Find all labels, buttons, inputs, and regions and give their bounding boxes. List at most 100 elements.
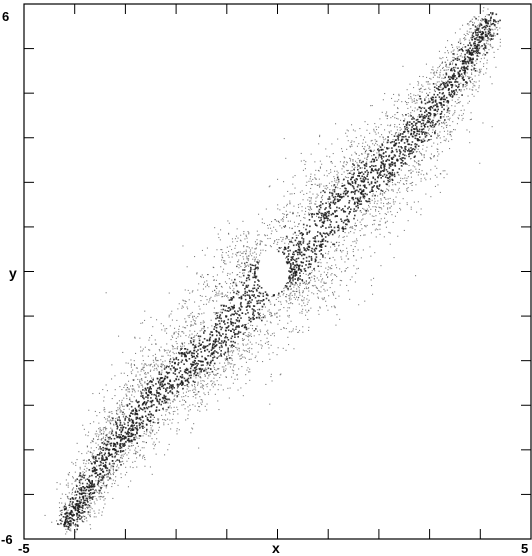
scatter-point	[166, 387, 168, 389]
scatter-point	[253, 265, 255, 267]
scatter-point	[239, 239, 241, 241]
scatter-point	[318, 261, 320, 263]
scatter-point	[453, 57, 455, 59]
scatter-point	[267, 294, 269, 297]
scatter-point	[462, 69, 464, 72]
scatter-point	[450, 60, 452, 62]
scatter-point	[207, 371, 209, 373]
scatter-point	[482, 39, 484, 41]
scatter-point	[334, 170, 336, 172]
scatter-point	[264, 342, 266, 344]
scatter-point	[91, 474, 93, 477]
scatter-point	[295, 260, 298, 263]
scatter-point	[301, 305, 303, 307]
scatter-point	[206, 345, 209, 347]
scatter-point	[327, 276, 329, 278]
scatter-point	[110, 465, 112, 467]
scatter-point	[244, 294, 247, 297]
scatter-point	[446, 111, 448, 113]
scatter-point	[196, 273, 198, 275]
scatter-point	[129, 432, 131, 434]
scatter-point	[346, 129, 348, 131]
scatter-point	[161, 396, 164, 399]
scatter-point	[391, 158, 393, 160]
scatter-point	[270, 314, 272, 316]
scatter-point	[155, 409, 158, 411]
scatter-point	[364, 164, 366, 167]
scatter-point	[166, 376, 169, 378]
scatter-point	[365, 210, 368, 212]
scatter-point	[98, 434, 100, 436]
scatter-point	[398, 187, 400, 189]
scatter-point	[123, 442, 126, 445]
scatter-point	[246, 302, 249, 305]
scatter-point	[362, 249, 364, 251]
scatter-point	[215, 338, 217, 340]
scatter-point	[115, 432, 118, 435]
scatter-point	[150, 424, 152, 426]
scatter-point	[452, 114, 454, 116]
scatter-point	[356, 186, 359, 188]
scatter-point	[328, 226, 330, 229]
scatter-point	[256, 302, 258, 305]
scatter-point	[306, 283, 308, 285]
scatter-point	[470, 112, 472, 114]
scatter-point	[453, 91, 456, 94]
scatter-point	[411, 109, 413, 111]
scatter-point	[183, 396, 185, 398]
scatter-point	[441, 122, 443, 124]
scatter-point	[188, 352, 190, 354]
scatter-point	[236, 255, 238, 257]
scatter-point	[476, 28, 478, 30]
scatter-point	[283, 252, 286, 255]
scatter-point	[330, 226, 332, 228]
scatter-point	[413, 87, 415, 89]
scatter-point	[164, 375, 167, 378]
scatter-point	[305, 228, 307, 231]
scatter-point	[431, 69, 433, 71]
scatter-point	[451, 63, 453, 65]
scatter-point	[217, 233, 219, 235]
scatter-point	[251, 294, 253, 296]
scatter-point	[235, 282, 237, 284]
scatter-point	[281, 240, 283, 242]
scatter-point	[399, 157, 402, 160]
scatter-point	[144, 390, 146, 392]
scatter-point	[484, 54, 487, 56]
scatter-point	[426, 92, 428, 94]
scatter-point	[391, 149, 393, 152]
scatter-point	[379, 233, 381, 235]
scatter-point	[78, 500, 80, 502]
scatter-point	[393, 135, 396, 137]
scatter-point	[467, 62, 470, 65]
scatter-point	[462, 105, 464, 107]
scatter-point	[476, 39, 478, 41]
scatter-point	[61, 510, 63, 512]
scatter-point	[155, 343, 157, 345]
scatter-point	[242, 284, 244, 286]
scatter-point	[445, 46, 447, 48]
scatter-point	[106, 474, 108, 476]
scatter-point	[205, 367, 207, 369]
scatter-point	[451, 86, 453, 89]
scatter-point	[349, 157, 351, 159]
scatter-point	[250, 290, 253, 292]
scatter-point	[83, 511, 85, 513]
scatter-point	[289, 211, 291, 213]
scatter-point	[132, 421, 135, 424]
scatter-point	[460, 67, 463, 70]
scatter-point	[124, 413, 126, 415]
scatter-point	[461, 77, 464, 79]
scatter-point	[380, 167, 383, 169]
scatter-point	[378, 173, 381, 176]
scatter-point	[194, 339, 196, 341]
scatter-point	[318, 290, 320, 292]
scatter-point	[192, 318, 194, 320]
scatter-point	[215, 329, 217, 332]
scatter-point	[315, 169, 317, 171]
scatter-point	[121, 438, 123, 441]
scatter-point	[372, 143, 374, 145]
scatter-point	[476, 34, 479, 37]
scatter-point	[489, 76, 491, 78]
scatter-point	[478, 24, 480, 26]
